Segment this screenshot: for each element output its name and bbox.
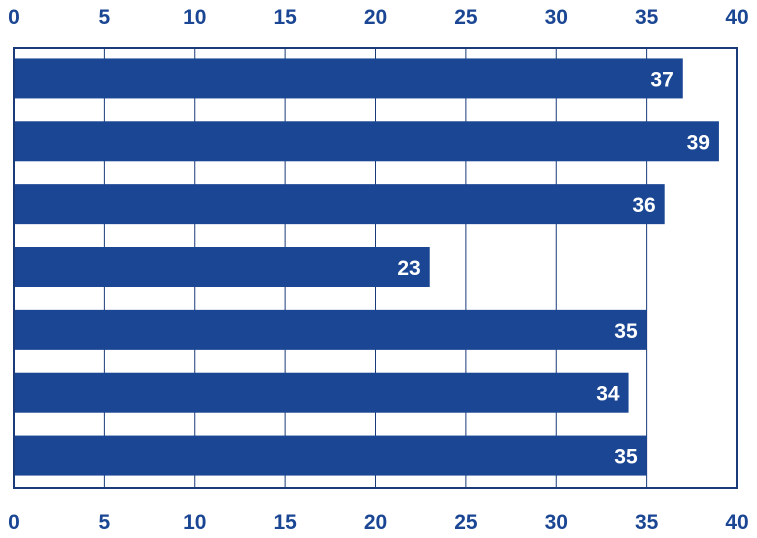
x-tick-label-bottom: 15 [273,511,297,534]
data-label: 35 [614,320,638,343]
bars [14,58,719,476]
bar [14,184,665,225]
x-tick-label-top: 35 [635,6,659,29]
x-tick-label-bottom: 25 [454,511,478,534]
data-label: 34 [596,383,620,406]
x-tick-label-bottom: 40 [725,511,748,534]
bar [14,309,647,350]
x-axis-bottom-ticks: 0 5 10 15 20 25 30 35 40 [8,511,749,534]
x-tick-label-bottom: 20 [364,511,387,534]
data-label: 36 [632,194,655,217]
bar [14,121,719,162]
x-tick-label-top: 5 [99,6,111,29]
data-label: 37 [650,68,673,91]
x-tick-label-bottom: 0 [8,511,20,534]
data-labels: 37 39 36 23 35 34 35 [397,68,710,468]
x-tick-label-top: 0 [8,6,20,29]
x-tick-label-top: 10 [183,6,206,29]
x-tick-label-bottom: 35 [635,511,659,534]
x-tick-label-top: 30 [545,6,568,29]
data-label: 39 [687,131,710,154]
plot-frame [13,47,738,489]
data-label: 23 [397,257,420,280]
x-tick-label-top: 40 [725,6,748,29]
x-tick-label-bottom: 30 [545,511,568,534]
data-label: 35 [614,446,638,469]
x-tick-label-bottom: 10 [183,511,206,534]
x-tick-label-top: 15 [273,6,297,29]
x-tick-label-top: 20 [364,6,387,29]
bar [14,58,683,99]
bar [14,435,647,476]
bar [14,372,629,413]
x-axis-top-ticks: 0 5 10 15 20 25 30 35 40 [8,6,749,29]
x-tick-label-top: 25 [454,6,478,29]
x-tick-label-bottom: 5 [99,511,111,534]
bar [14,247,430,287]
